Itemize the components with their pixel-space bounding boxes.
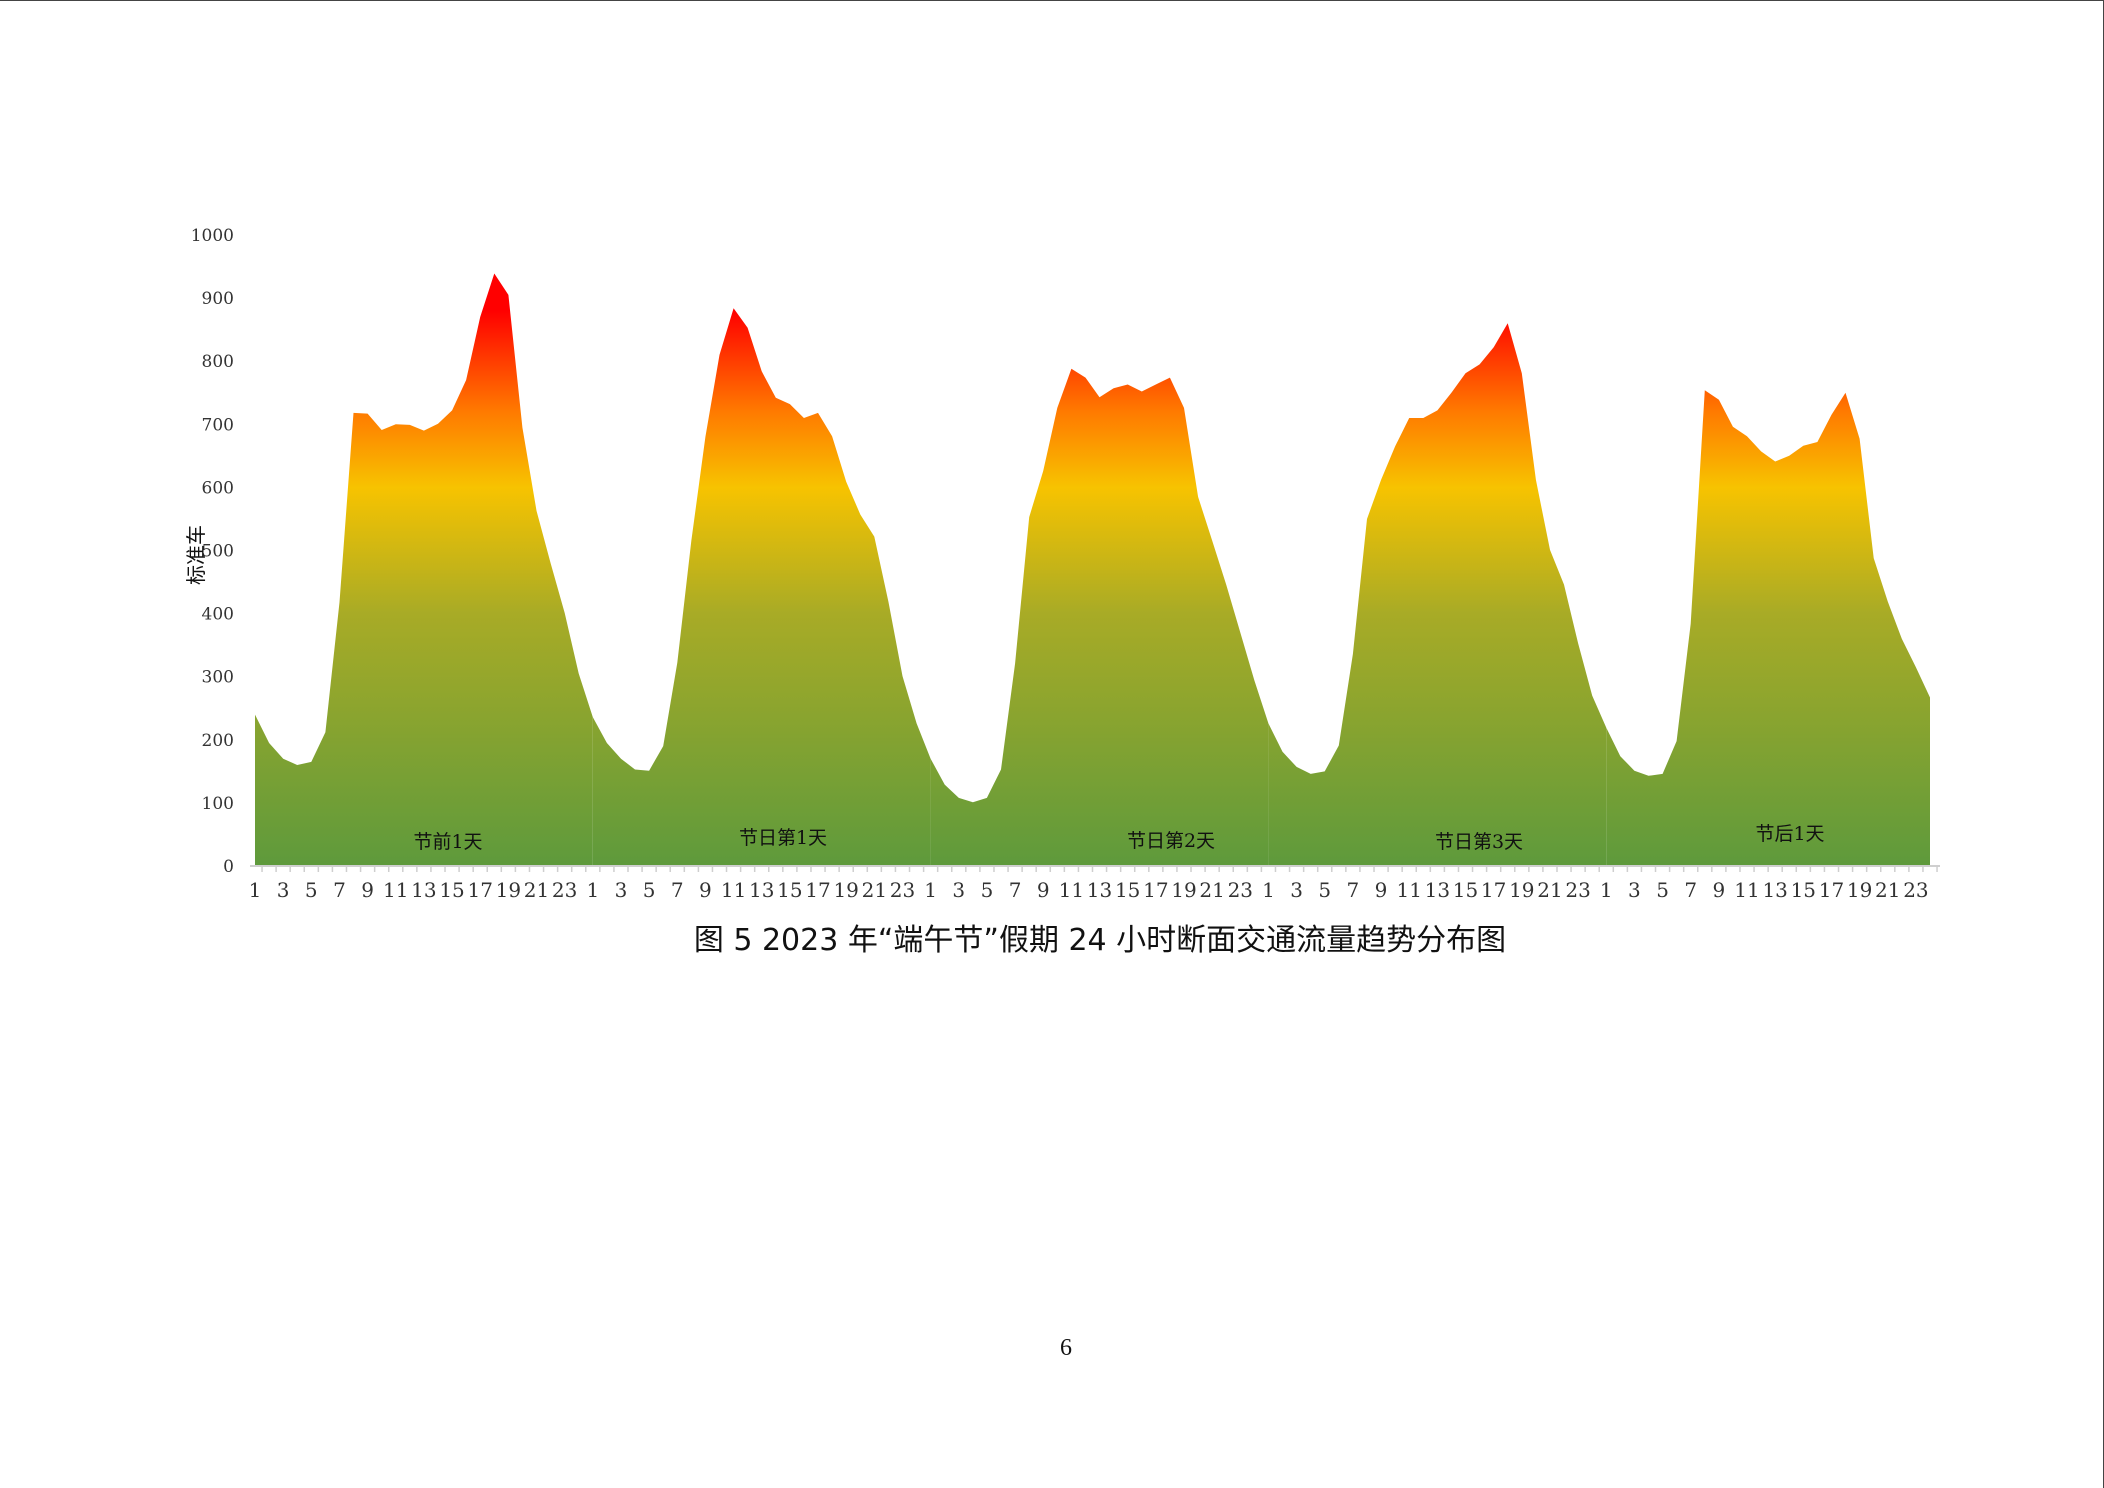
page-border-top (0, 0, 2104, 1)
x-tick-label: 19 (496, 878, 521, 900)
x-tick-label: 1 (1262, 878, 1275, 900)
x-tick-label: 3 (952, 878, 965, 900)
x-tick-label: 9 (1712, 878, 1725, 900)
x-tick-label: 11 (1734, 878, 1759, 900)
x-tick-label: 3 (1290, 878, 1303, 900)
x-tick-label: 11 (383, 878, 408, 900)
x-tick-label: 7 (1684, 878, 1697, 900)
y-tick-label: 100 (202, 794, 234, 814)
x-tick-label: 5 (1318, 878, 1331, 900)
x-tick-label: 23 (1228, 878, 1253, 900)
x-tick-label: 21 (524, 878, 549, 900)
x-tick-label: 7 (671, 878, 684, 900)
x-tick-label: 9 (1375, 878, 1388, 900)
area-segment-day-4 (1268, 323, 1607, 866)
day-labels: 节前1天 节日第1天 节日第2天 节日第3天 节后1天 (413, 823, 1824, 853)
day-label-5: 节后1天 (1755, 823, 1824, 845)
page-number: 6 (1060, 1335, 1072, 1361)
y-tick-label: 800 (202, 352, 234, 372)
x-tick-label: 11 (721, 878, 746, 900)
day-label-3: 节日第2天 (1127, 830, 1215, 852)
x-tick-label: 23 (890, 878, 915, 900)
x-tick-label: 11 (1059, 878, 1084, 900)
y-tick-label: 1000 (191, 226, 234, 246)
x-tick-label: 17 (1819, 878, 1844, 900)
x-tick-label: 9 (1037, 878, 1050, 900)
x-tick-label: 1 (1600, 878, 1613, 900)
x-tick-label: 1 (586, 878, 599, 900)
x-tick-label: 19 (1171, 878, 1196, 900)
x-tick-label: 17 (1481, 878, 1506, 900)
axis-layer (250, 865, 1940, 872)
y-tick-label: 300 (202, 668, 234, 688)
x-tick-label: 23 (1565, 878, 1590, 900)
area-segment-day-1 (255, 273, 593, 866)
y-axis-label: 标准车 (184, 525, 208, 585)
x-tick-label: 3 (615, 878, 628, 900)
area-segment-day-5 (1606, 390, 1930, 866)
x-tick-label: 3 (1628, 878, 1641, 900)
x-tick-label: 15 (777, 878, 802, 900)
x-tick-label: 9 (361, 878, 374, 900)
x-tick-label: 13 (1762, 878, 1787, 900)
y-tick-label: 900 (202, 289, 234, 309)
x-tick-label: 7 (1009, 878, 1022, 900)
x-tick-label: 5 (643, 878, 656, 900)
y-tick-labels: 0 100 200 300 400 500 600 700 800 900 1000 (191, 226, 234, 877)
x-tick-label: 3 (277, 878, 290, 900)
x-tick-label: 19 (1847, 878, 1872, 900)
area-segment-day-2 (592, 308, 931, 866)
area-layer (255, 273, 1930, 866)
x-tick-label: 13 (749, 878, 774, 900)
y-tick-label: 500 (202, 542, 234, 562)
x-tick-label: 17 (805, 878, 830, 900)
x-tick-label: 19 (833, 878, 858, 900)
x-tick-label: 17 (467, 878, 492, 900)
x-tick-label: 23 (552, 878, 577, 900)
x-tick-label: 13 (1087, 878, 1112, 900)
x-tick-label: 17 (1143, 878, 1168, 900)
y-tick-label: 700 (202, 415, 234, 435)
x-tick-label: 13 (1425, 878, 1450, 900)
x-tick-label: 23 (1903, 878, 1928, 900)
x-tick-label: 21 (1537, 878, 1562, 900)
x-tick-label: 1 (924, 878, 937, 900)
x-tick-label: 21 (1875, 878, 1900, 900)
area-segment-day-3 (930, 368, 1269, 866)
x-tick-label: 19 (1509, 878, 1534, 900)
x-tick-label: 11 (1396, 878, 1421, 900)
x-tick-label: 21 (1199, 878, 1224, 900)
day-label-1: 节前1天 (413, 831, 482, 853)
x-tick-labels: 1 3 5 7 9 11 13 15 17 19 21 23 1 3 5 7 9 11 13 15 17 19 21 23 1 3… (249, 878, 1929, 900)
x-tick-label: 15 (439, 878, 464, 900)
x-tick-label: 15 (1115, 878, 1140, 900)
x-tick-label: 5 (305, 878, 318, 900)
x-tick-label: 15 (1791, 878, 1816, 900)
x-tick-label: 5 (1656, 878, 1669, 900)
y-tick-label: 200 (202, 731, 234, 751)
y-tick-label: 400 (202, 605, 234, 625)
y-tick-label: 0 (223, 857, 234, 877)
x-tick-label: 7 (333, 878, 346, 900)
x-tick-label: 9 (699, 878, 712, 900)
figure-caption: 图 5 2023 年“端午节”假期 24 小时断面交通流量趋势分布图 (693, 923, 1507, 958)
day-label-4: 节日第3天 (1435, 831, 1523, 853)
x-tick-label: 5 (981, 878, 994, 900)
x-tick-label: 13 (411, 878, 436, 900)
x-tick-label: 21 (862, 878, 887, 900)
y-tick-label: 600 (202, 478, 234, 498)
x-tick-label: 7 (1347, 878, 1360, 900)
day-label-2: 节日第1天 (739, 827, 827, 849)
x-tick-label: 1 (249, 878, 262, 900)
x-tick-label: 15 (1453, 878, 1478, 900)
